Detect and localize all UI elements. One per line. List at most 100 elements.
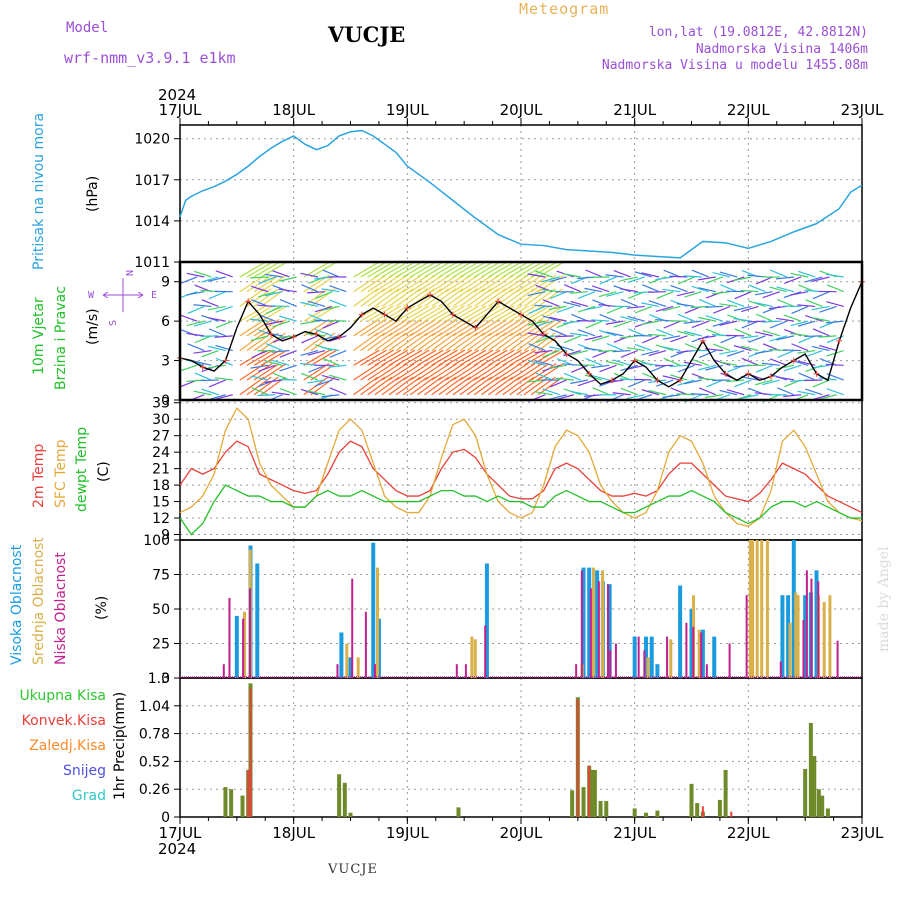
wind-arrow: [258, 364, 276, 372]
wind-arrow: [683, 275, 702, 278]
wind-arrow: [272, 320, 290, 328]
wind-arrow: [395, 318, 422, 337]
wind-arrow: [402, 274, 429, 293]
wind-arrow: [530, 274, 557, 293]
y-tick-label: 1.04: [139, 699, 170, 715]
wind-arrow: [417, 261, 444, 278]
altitude-label: Nadmorska Visina 1406m: [695, 42, 868, 57]
cloud-bar: [817, 581, 820, 678]
wind-arrow: [726, 389, 745, 396]
wind-arrow: [720, 284, 738, 293]
wind-arrow: [578, 291, 596, 299]
x-tick-label-bottom: 20JUL: [500, 824, 543, 842]
wind-arrow: [353, 318, 379, 337]
precip-bar: [812, 756, 817, 817]
wind-arrow: [619, 276, 638, 282]
panel-frame: [179, 677, 863, 818]
wind-arrow: [495, 349, 522, 366]
wind-arrow: [410, 363, 436, 381]
wind-arrow: [705, 315, 724, 322]
precip-bar: [570, 790, 575, 817]
wind-arrow: [239, 349, 267, 366]
wind-speed-marker: [449, 311, 456, 318]
wind-arrow: [797, 390, 816, 396]
wind-arrow: [374, 332, 400, 352]
wind-speed-marker: [563, 351, 570, 357]
wind-arrow: [734, 291, 752, 300]
wind-arrow: [662, 375, 681, 381]
wind-arrow: [698, 298, 717, 307]
y-tick-label: 1014: [134, 214, 170, 230]
wind-arrow: [388, 376, 414, 396]
cloud-bar: [373, 664, 376, 678]
wind-arrow: [314, 305, 333, 313]
wind-arrow: [570, 390, 589, 396]
wind-arrow: [473, 288, 499, 307]
wind-arrow: [360, 332, 386, 352]
wind-arrow: [388, 288, 414, 307]
wind-arrow: [300, 272, 319, 278]
precip-bar: [723, 769, 728, 817]
wind-arrow: [549, 379, 567, 388]
wind-arrow: [388, 349, 416, 366]
wind-arrow: [530, 363, 557, 381]
wind-arrow: [684, 291, 702, 298]
wind-speed-marker: [586, 370, 593, 377]
wind-arrow: [791, 343, 809, 352]
wind-arrow: [374, 363, 401, 381]
wind-arrow: [321, 288, 340, 293]
wind-arrow: [374, 318, 401, 337]
wind-arrow: [307, 300, 326, 307]
wind-arrow: [719, 320, 738, 326]
wind-arrow: [740, 394, 759, 399]
precip-bar: [825, 808, 830, 817]
wind-arrow: [549, 276, 567, 283]
wind-arrow: [633, 378, 652, 381]
wind-arrow: [481, 288, 506, 307]
wind-arrow: [495, 305, 522, 322]
wind-arrow: [704, 305, 723, 308]
wind-arrow: [534, 391, 553, 396]
wind-arrow: [410, 261, 437, 278]
wind-arrow: [591, 319, 610, 322]
y-tick-label: 1.3: [148, 671, 170, 687]
wind-arrow: [591, 375, 610, 381]
wind-arrow: [677, 276, 695, 285]
precip-bar: [576, 699, 579, 817]
precip-bar: [589, 769, 594, 817]
lonlat-label: lon,lat (19.0812E, 42.8812N): [648, 25, 868, 40]
wind-arrow: [481, 305, 508, 322]
wind-arrow: [246, 318, 273, 337]
precip-legend-2: Zaledj.Kisa: [29, 738, 106, 754]
wind-arrow: [250, 335, 269, 342]
wind-arrow: [670, 284, 688, 293]
wind-arrow: [395, 349, 423, 366]
wind-arrow: [353, 376, 379, 396]
wind-arrow: [599, 313, 617, 322]
wind-arrow: [402, 305, 430, 322]
wind-arrow: [634, 271, 653, 278]
wind-arrow: [445, 332, 471, 352]
wind-arrow: [811, 305, 830, 311]
wind-arrow: [690, 393, 709, 396]
y-tick-label: 30: [152, 412, 170, 428]
wind-arrow: [258, 276, 276, 285]
y-tick-label: 50: [152, 602, 170, 618]
wind-arrow: [367, 274, 394, 293]
wind-arrow: [374, 274, 401, 293]
wind-arrow: [542, 315, 560, 322]
wind-speed-marker: [313, 331, 320, 338]
wind-arrow: [438, 363, 465, 381]
cloud-bar: [376, 567, 380, 678]
wind-arrow: [438, 376, 464, 396]
wind-arrow: [797, 320, 816, 327]
wind-arrow: [777, 298, 795, 307]
wind-arrow: [374, 288, 400, 307]
wind-arrow: [776, 364, 795, 370]
cloud-bar: [678, 585, 683, 678]
wind-arrow: [535, 372, 553, 381]
wind-arrow: [388, 318, 415, 337]
precip-bar: [717, 799, 722, 817]
wind-arrow: [754, 291, 773, 296]
cloud-bar: [802, 620, 805, 678]
